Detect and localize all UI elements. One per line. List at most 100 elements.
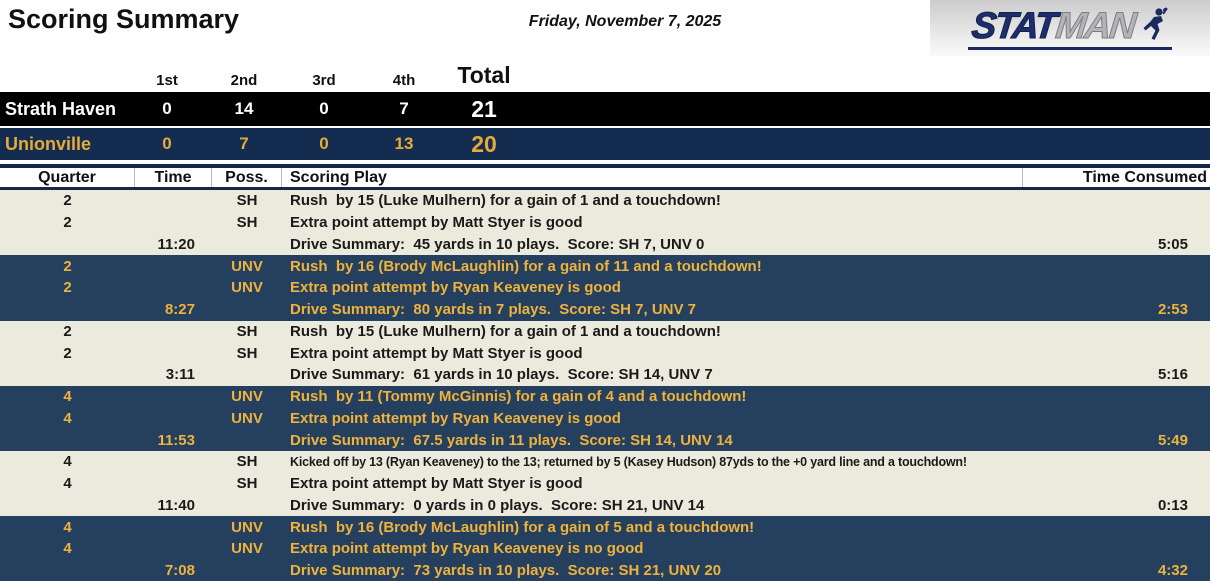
play-text: Extra point attempt by Ryan Keaveney is … bbox=[290, 540, 644, 558]
football-player-icon bbox=[1143, 7, 1168, 40]
poss-cell: SH bbox=[236, 344, 258, 362]
report-date: Friday, November 7, 2025 bbox=[528, 13, 722, 30]
column-label-2nd: 2nd bbox=[230, 72, 258, 89]
total-score: 20 bbox=[471, 130, 497, 157]
quarter-cell: 2 bbox=[63, 322, 72, 340]
drive-summary-row: 11:40 Drive Summary: 0 yards in 0 plays. … bbox=[0, 495, 1210, 517]
column-label-1st: 1st bbox=[156, 72, 178, 89]
column-label-4th: 4th bbox=[392, 72, 416, 89]
play-row: 2 SH Rush by 15 (Luke Mulhern) for a gain … bbox=[0, 190, 1210, 212]
drive-summary-row: 8:27 Drive Summary: 80 yards in 7 plays. … bbox=[0, 299, 1210, 321]
play-text: Drive Summary: 61 yards in 10 plays. Sco… bbox=[290, 366, 713, 384]
poss-cell: SH bbox=[236, 475, 258, 493]
play-text: Rush by 11 (Tommy McGinnis) for a gain o… bbox=[290, 388, 747, 406]
play-row: 4 SH Kicked off by 13 (Ryan Keaveney) to t… bbox=[0, 451, 1210, 473]
column-header-time: Time bbox=[135, 168, 212, 187]
poss-cell: UNV bbox=[231, 279, 263, 297]
time-cell: 3:11 bbox=[165, 366, 195, 384]
poss-cell: SH bbox=[236, 214, 258, 232]
play-text: Kicked off by 13 (Ryan Keaveney) to the … bbox=[290, 454, 967, 469]
team-name: Strath Haven bbox=[5, 98, 117, 119]
play-row: 2 UNV Extra point attempt by Ryan Keaveney… bbox=[0, 277, 1210, 299]
poss-cell: UNV bbox=[231, 540, 263, 558]
quarter-score: 0 bbox=[319, 134, 329, 153]
quarter-cell: 2 bbox=[63, 279, 72, 297]
time-cell: 11:20 bbox=[157, 235, 195, 253]
total-score: 21 bbox=[471, 95, 497, 122]
quarter-score: 0 bbox=[162, 134, 172, 153]
drive-summary-row: 11:53 Drive Summary: 67.5 yards in 11 pla… bbox=[0, 429, 1210, 451]
quarter-cell: 2 bbox=[63, 257, 72, 275]
play-text: Extra point attempt by Ryan Keaveney is … bbox=[290, 279, 621, 297]
time-cell: 7:08 bbox=[164, 562, 195, 580]
play-text: Drive Summary: 73 yards in 10 plays. Sco… bbox=[290, 562, 722, 580]
quarter-cell: 4 bbox=[63, 518, 72, 536]
play-text: Extra point attempt by Matt Styer is goo… bbox=[290, 344, 583, 362]
time-consumed-cell: 5:05 bbox=[1157, 235, 1188, 253]
play-text: Drive Summary: 67.5 yards in 11 plays. S… bbox=[290, 431, 733, 449]
quarter-score: 0 bbox=[162, 99, 172, 118]
statman-wordmark: STAT MAN bbox=[967, 4, 1173, 50]
statman-logo: STAT MAN bbox=[930, 0, 1210, 56]
poss-cell: UNV bbox=[231, 409, 263, 427]
quarter-cell: 4 bbox=[63, 409, 72, 427]
play-row: 2 SH Extra point attempt by Matt Styer is … bbox=[0, 212, 1210, 234]
team-row-unionville: Unionville 0 7 0 13 20 bbox=[0, 128, 1210, 160]
play-row: 2 SH Extra point attempt by Matt Styer is … bbox=[0, 342, 1210, 364]
scoring-plays-table: Quarter Time Poss. Scoring Play Time Con… bbox=[0, 164, 1210, 581]
drive-summary-row: 7:08 Drive Summary: 73 yards in 10 plays.… bbox=[0, 560, 1210, 581]
drive-group: 4 UNV Rush by 16 (Brody McLaughlin) for a … bbox=[0, 516, 1210, 581]
play-row: 2 SH Rush by 15 (Luke Mulhern) for a gain … bbox=[0, 321, 1210, 343]
quarter-cell: 2 bbox=[63, 192, 72, 210]
quarter-score: 7 bbox=[399, 99, 409, 118]
quarter-score: 7 bbox=[239, 134, 249, 153]
quarter-cell: 4 bbox=[63, 475, 72, 493]
drive-group: 4 SH Kicked off by 13 (Ryan Keaveney) to t… bbox=[0, 451, 1210, 517]
play-text: Drive Summary: 0 yards in 0 plays. Score… bbox=[290, 496, 705, 514]
play-text: Rush by 16 (Brody McLaughlin) for a gain… bbox=[290, 518, 755, 536]
play-text: Drive Summary: 45 yards in 10 plays. Sco… bbox=[290, 235, 705, 253]
poss-cell: UNV bbox=[231, 257, 263, 275]
poss-cell: UNV bbox=[231, 518, 263, 536]
team-row-strath-haven: Strath Haven 0 14 0 7 21 bbox=[0, 92, 1210, 126]
score-header-row: 1st 2nd 3rd 4th Total bbox=[0, 60, 1210, 92]
drive-summary-row: 3:11 Drive Summary: 61 yards in 10 plays.… bbox=[0, 364, 1210, 386]
drive-summary-row: 11:20 Drive Summary: 45 yards in 10 plays… bbox=[0, 234, 1210, 256]
time-consumed-cell: 0:13 bbox=[1157, 496, 1188, 514]
play-text: Extra point attempt by Ryan Keaveney is … bbox=[290, 409, 621, 427]
drive-group: 2 SH Rush by 15 (Luke Mulhern) for a gain … bbox=[0, 190, 1210, 256]
play-text: Rush by 15 (Luke Mulhern) for a gain of … bbox=[290, 322, 721, 340]
column-header-scoring-play: Scoring Play bbox=[290, 168, 387, 186]
quarter-cell: 2 bbox=[63, 214, 72, 232]
quarter-cell: 2 bbox=[63, 344, 72, 362]
column-header-time-consumed: Time Consumed bbox=[1022, 168, 1210, 187]
play-row: 2 UNV Rush by 16 (Brody McLaughlin) for a … bbox=[0, 255, 1210, 277]
plays-header-row: Quarter Time Poss. Scoring Play Time Con… bbox=[0, 164, 1210, 190]
quarter-cell: 4 bbox=[63, 540, 72, 558]
column-label-3rd: 3rd bbox=[312, 72, 336, 89]
column-label-total: Total bbox=[457, 62, 511, 88]
logo-text-man: MAN bbox=[1053, 4, 1137, 46]
time-cell: 8:27 bbox=[164, 301, 195, 319]
column-header-poss: Poss. bbox=[212, 168, 282, 187]
quarter-cell: 4 bbox=[63, 388, 72, 406]
drive-groups: 2 SH Rush by 15 (Luke Mulhern) for a gain … bbox=[0, 190, 1210, 581]
score-summary-table: 1st 2nd 3rd 4th Total Strath Haven 0 14 … bbox=[0, 60, 1210, 164]
time-consumed-cell: 4:32 bbox=[1157, 562, 1188, 580]
play-row: 4 UNV Rush by 16 (Brody McLaughlin) for a … bbox=[0, 516, 1210, 538]
play-text: Rush by 16 (Brody McLaughlin) for a gain… bbox=[290, 257, 762, 275]
poss-cell: SH bbox=[236, 453, 258, 471]
play-row: 4 UNV Extra point attempt by Ryan Keaveney… bbox=[0, 538, 1210, 560]
column-header-quarter: Quarter bbox=[0, 168, 135, 187]
drive-group: 4 UNV Rush by 11 (Tommy McGinnis) for a ga… bbox=[0, 385, 1210, 451]
quarter-cell: 4 bbox=[63, 453, 72, 471]
logo-text-stat: STAT bbox=[969, 4, 1058, 46]
time-consumed-cell: 2:53 bbox=[1157, 301, 1188, 319]
play-row: 4 UNV Rush by 11 (Tommy McGinnis) for a ga… bbox=[0, 386, 1210, 408]
report-header: Scoring Summary Friday, November 7, 2025… bbox=[0, 0, 1210, 60]
poss-cell: SH bbox=[236, 322, 258, 340]
quarter-score: 14 bbox=[234, 99, 254, 118]
drive-group: 2 SH Rush by 15 (Luke Mulhern) for a gain … bbox=[0, 320, 1210, 386]
page-title: Scoring Summary bbox=[8, 4, 240, 34]
